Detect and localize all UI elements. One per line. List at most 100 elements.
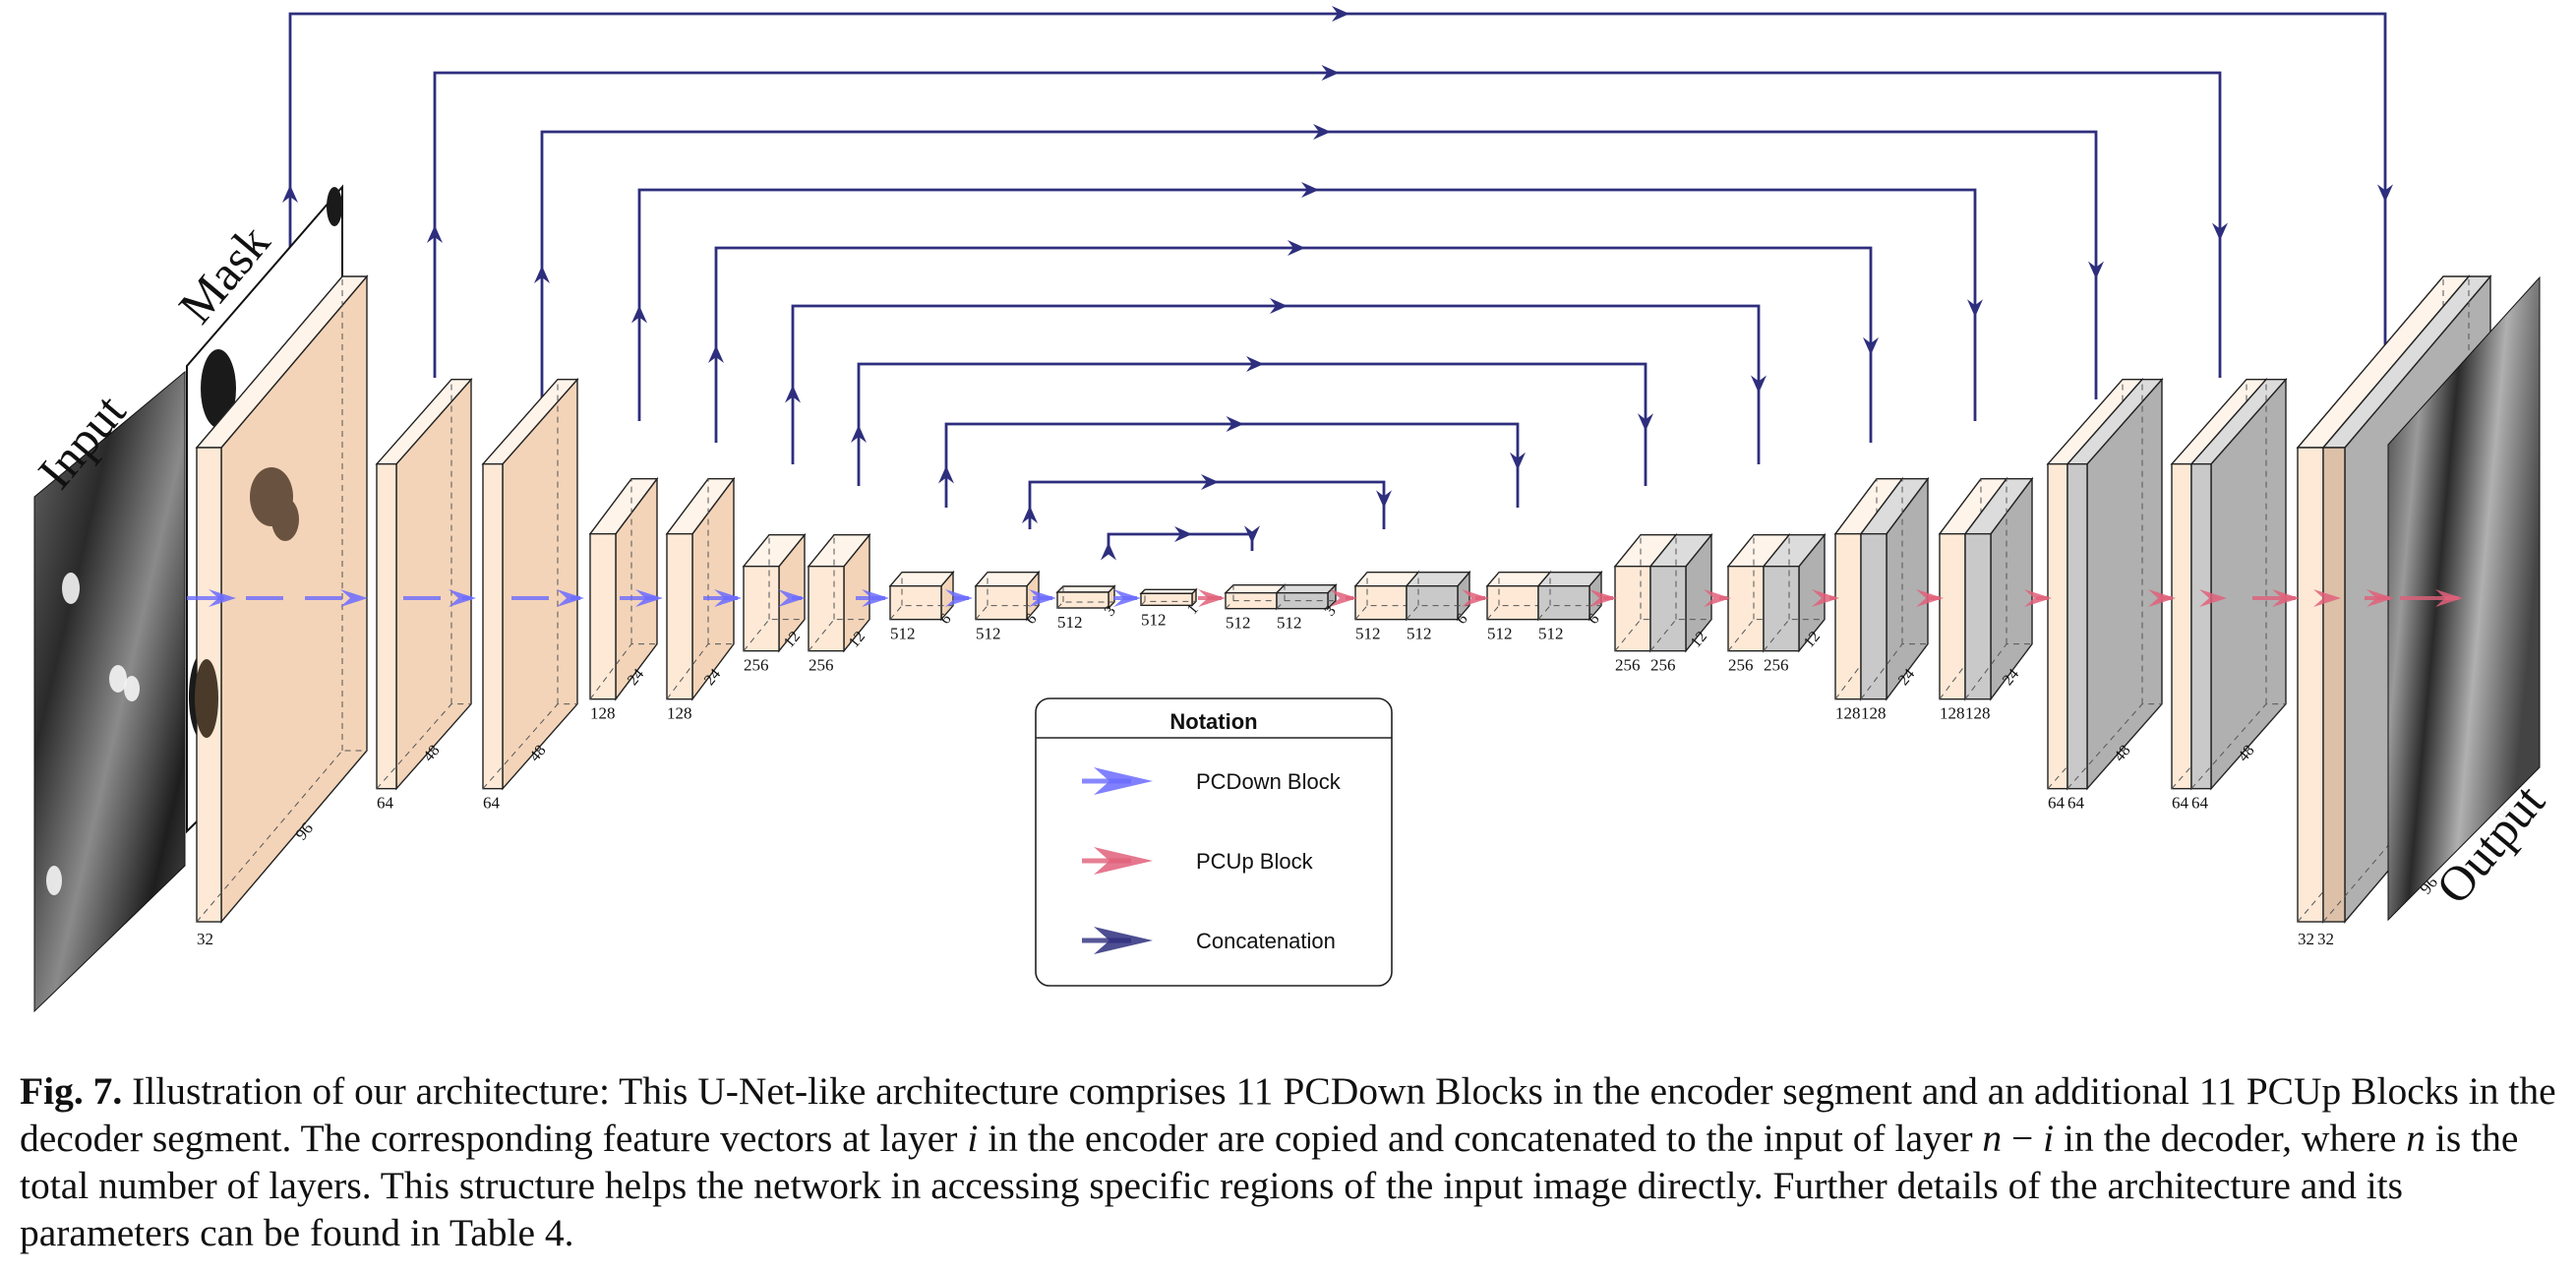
pcup-arrow-head [2148,589,2176,607]
concat-arrow-head [1376,490,1392,509]
decoder-block-6-up [1859,476,1930,701]
block-width-label: 256 [744,656,769,675]
encoder-block-3 [481,377,579,791]
encoder-block-6 [742,532,807,653]
block-width-label: 256 [1764,656,1789,675]
legend: Notation PCDown Block PCUp Block Concatenat… [1035,697,1393,987]
input-bright-spot [124,676,140,701]
concat-arrow-head [851,425,867,443]
caption-text-4: in the decoder, where [2054,1117,2407,1160]
block-width-label: 512 [1277,614,1302,633]
skip-connection-8 [534,124,2104,399]
decoder-block-2-up [1405,570,1471,622]
decoder-block-4-up [1648,532,1713,653]
input-image [33,370,186,1013]
concat-arrow-head [1244,525,1260,544]
skip-connection-1 [1101,525,1260,561]
pcup-arrow-head [2199,589,2227,607]
concat-arrow-head [1967,299,1983,318]
block-width-label: 128 [667,704,692,723]
pcdown-arrow-head [449,589,476,607]
concat-arrow-head [1301,182,1319,198]
legend-item: PCUp Block [1082,847,1314,875]
input-bright-spot [62,573,80,604]
pcup-arrow-head [1916,589,1944,607]
concat-arrow-head [1022,506,1038,523]
concat-arrow-head [1321,65,1340,81]
pcdown-arrow-head [714,589,742,607]
skip-connection-10 [282,6,2393,356]
figure-caption: Fig. 7. Illustration of our architecture… [20,1067,2562,1256]
pcup-arrow-head [2024,589,2052,607]
skip-connection-7 [631,182,1983,421]
concat-arrow-head [2088,261,2104,279]
decoder-block-7-up [1963,476,2034,701]
mask-hole-projection [271,498,299,541]
pcdown-arrow-head [1029,589,1056,607]
skip-connection-9 [427,65,2228,378]
block-width-label: 32 [2298,930,2314,948]
concat-arrow-head [2212,222,2228,241]
encoder-block-7 [807,532,871,653]
pcup-arrow-head [2366,589,2394,607]
pcup-arrow-head [2435,589,2463,607]
caption-var-n: n [1982,1117,2003,1160]
concat-arrow-head [2377,184,2393,203]
concat-arrow-head [427,225,443,243]
decoder-block-8-up [2066,377,2164,791]
legend-item-label: PCDown Block [1196,769,1342,794]
concat-arrow-head [1174,526,1192,542]
block-width-label: 512 [1407,625,1432,643]
input-bright-spot [46,866,62,895]
concat-arrow-head [1863,336,1879,355]
decoder-block-1-skip [1224,582,1287,611]
block-width-label: 64 [2048,794,2066,813]
skip-connections [282,6,2393,561]
encoder-block-11 [1139,587,1198,608]
legend-box [1035,697,1393,987]
concat-arrow-head [708,345,724,363]
block-width-label: 512 [1487,625,1513,643]
concat-arrow-head [938,465,954,484]
legend-item: Concatenation [1082,927,1336,954]
block-width-label: 256 [809,656,834,675]
concat-arrow-head [1638,413,1653,432]
decoder-block-9-up [2189,377,2288,791]
caption-text-2: in the encoder are copied and concatenat… [978,1117,1983,1160]
pcdown-arrow-head [635,589,663,607]
architecture-diagram: InputMask3296644864481282412824256122561… [28,6,2555,1013]
concat-arrow-head [282,185,298,203]
skip-connection-4 [851,356,1653,486]
concat-arrow-head [631,305,647,324]
block-width-label: 512 [976,625,1001,643]
pcup-arrow-head [1589,589,1617,607]
block-width-label: 64 [2191,794,2209,813]
block-width-label: 128 [590,704,616,723]
block-width-label: 128 [1861,704,1887,723]
pcup-arrow-head [1462,589,1489,607]
dark-arrow-icon [1094,927,1153,954]
block-width-label: 256 [1615,656,1641,675]
legend-item: PCDown Block [1082,767,1342,795]
skip-connection-2 [1022,474,1392,529]
block-width-label: 256 [1650,656,1676,675]
block-width-label: 256 [1728,656,1754,675]
encoder-block-8 [888,570,955,622]
block-width-label: 64 [483,794,501,813]
block-width-label: 128 [1965,704,1991,723]
caption-label: Fig. 7. [20,1069,123,1113]
encoder-block-5 [665,476,736,701]
pcup-arrow-head [1330,589,1357,607]
block-width-label: 32 [2317,930,2334,948]
decoder-block-3-up [1536,570,1603,622]
caption-text-1: Illustration of our architecture: This U… [20,1069,2556,1160]
mask-hole [201,349,236,428]
concat-arrow-head [1751,375,1767,394]
pcup-arrow-head [1812,589,1839,607]
concat-arrow-head [1313,124,1331,140]
block-width-label: 32 [197,930,213,948]
concat-arrow-head [1201,474,1219,490]
pcdown-arrow-head [778,589,806,607]
block-width-label: 512 [1538,625,1564,643]
block-width-label: 64 [2067,794,2085,813]
